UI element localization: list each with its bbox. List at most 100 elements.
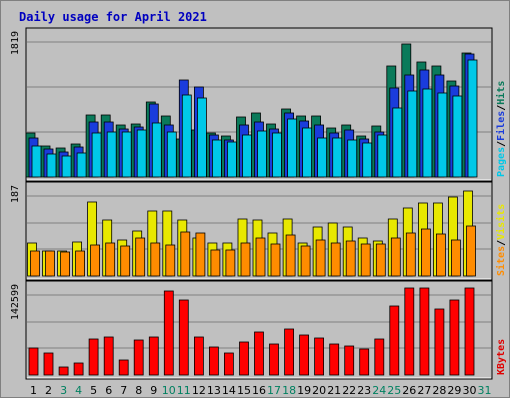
bar-hits-pages-day-2	[46, 153, 57, 178]
x-tick-label-20: 20	[312, 384, 326, 397]
legend-item: /	[496, 240, 507, 246]
x-tick-label-2: 2	[45, 384, 52, 397]
panel-hits-legend-text: Pages/Files/Hits	[495, 81, 507, 177]
bar-hits-pages-day-26	[407, 90, 418, 178]
panel-kbytes-max-label: 142599	[10, 284, 21, 320]
x-tick-label-4: 4	[75, 384, 82, 397]
bar-hits-pages-day-18	[287, 118, 298, 178]
x-tick-label-5: 5	[90, 384, 97, 397]
bar-visits-sites-day-11	[180, 231, 191, 277]
bar-kbytes-kbytes-day-21	[329, 343, 340, 376]
bar-kbytes-kbytes-day-1	[28, 347, 39, 376]
panel-kbytes: 142599 KBytes	[10, 280, 507, 380]
bar-kbytes-kbytes-day-2	[43, 352, 54, 376]
bar-kbytes-kbytes-day-30	[464, 287, 475, 376]
series-kbytes	[28, 287, 475, 376]
bar-visits-sites-day-14	[225, 249, 236, 277]
legend-item: /	[496, 105, 507, 111]
bar-hits-pages-day-7	[121, 131, 132, 178]
bar-visits-sites-day-17	[270, 243, 281, 277]
bar-hits-pages-day-20	[317, 137, 328, 178]
bar-kbytes-kbytes-day-16	[254, 331, 264, 376]
bar-hits-pages-day-16	[257, 130, 267, 178]
bar-kbytes-kbytes-day-25	[389, 305, 400, 376]
bar-kbytes-kbytes-day-13	[208, 346, 219, 376]
bar-kbytes-kbytes-day-22	[344, 345, 355, 376]
bar-hits-pages-day-8	[136, 129, 147, 178]
bar-visits-sites-day-27	[420, 228, 431, 277]
bar-visits-sites-day-23	[360, 243, 371, 277]
bar-kbytes-kbytes-day-3	[58, 366, 69, 376]
bar-hits-pages-day-24	[377, 134, 388, 178]
x-tick-label-6: 6	[105, 384, 112, 397]
legend-item: Hits	[495, 81, 507, 105]
x-tick-label-25: 25	[387, 384, 401, 397]
legend-item: Sites	[495, 246, 507, 276]
x-tick-label-24: 24	[372, 384, 386, 397]
panel-hits-max-label: 1819	[10, 31, 21, 55]
x-tick-label-19: 19	[297, 384, 311, 397]
bar-kbytes-kbytes-day-6	[103, 336, 114, 376]
bar-visits-sites-day-5	[90, 244, 100, 277]
bar-kbytes-kbytes-day-8	[133, 339, 144, 376]
bar-hits-pages-day-10	[166, 131, 177, 178]
x-tick-labels: 1 2 3 4 5 6 7 8 9 10 11 12 13 14 15 16 17 18 19 20 21 22 23 24 2…	[30, 384, 492, 397]
bar-kbytes-kbytes-day-19	[299, 334, 310, 376]
bar-hits-pages-day-21	[332, 137, 343, 178]
series-sites	[30, 225, 476, 277]
bar-visits-sites-day-18	[285, 234, 296, 277]
x-tick-label-16: 16	[252, 384, 266, 397]
bar-kbytes-kbytes-day-18	[284, 328, 295, 376]
bar-visits-sites-day-26	[405, 232, 416, 277]
x-tick-label-28: 28	[432, 384, 446, 397]
bar-kbytes-kbytes-day-23	[359, 348, 370, 376]
bar-hits-pages-day-19	[302, 127, 313, 178]
bar-hits-pages-day-9	[151, 122, 162, 178]
bar-kbytes-kbytes-day-12	[193, 336, 204, 376]
bar-hits-pages-day-30	[467, 59, 478, 178]
panel-visits-max-label: 187	[10, 185, 21, 203]
bar-visits-sites-day-9	[150, 242, 161, 277]
panel-visits-legend-text: Sites/Visits	[495, 204, 507, 276]
bar-visits-sites-day-10	[165, 244, 176, 277]
bar-hits-pages-day-15	[242, 134, 252, 178]
x-tick-label-12: 12	[192, 384, 206, 397]
x-tick-label-14: 14	[222, 384, 236, 397]
x-tick-label-10: 10	[162, 384, 176, 397]
panel-kbytes-legend-text: KBytes	[496, 339, 507, 375]
x-tick-label-15: 15	[237, 384, 251, 397]
bar-visits-sites-day-15	[240, 242, 251, 277]
legend-item: Visits	[495, 204, 507, 240]
bar-kbytes-kbytes-day-5	[88, 338, 99, 376]
x-tick-label-8: 8	[135, 384, 142, 397]
x-tick-label-26: 26	[402, 384, 416, 397]
panel-hits: 1819 Pages/Files/Hits	[10, 27, 507, 182]
bar-visits-sites-day-24	[375, 243, 386, 277]
bar-visits-sites-day-16	[255, 237, 266, 277]
x-tick-label-18: 18	[282, 384, 296, 397]
bar-visits-sites-day-1	[30, 250, 40, 277]
bar-visits-sites-day-4	[75, 250, 85, 277]
bar-visits-sites-day-20	[315, 239, 326, 277]
bar-visits-sites-day-30	[466, 225, 476, 277]
x-tick-label-27: 27	[417, 384, 431, 397]
bar-hits-pages-day-3	[61, 155, 72, 178]
bar-hits-pages-day-12	[196, 97, 207, 178]
bar-kbytes-kbytes-day-4	[73, 362, 84, 376]
x-tick-label-17: 17	[267, 384, 281, 397]
x-tick-label-13: 13	[207, 384, 221, 397]
bar-kbytes-kbytes-day-15	[239, 341, 249, 376]
x-tick-label-23: 23	[357, 384, 371, 397]
bar-kbytes-kbytes-day-17	[269, 343, 279, 376]
bar-visits-sites-day-25	[390, 237, 401, 277]
bar-kbytes-kbytes-day-29	[449, 299, 460, 376]
bar-visits-sites-day-28	[435, 233, 446, 277]
bar-hits-pages-day-13	[211, 139, 222, 178]
bar-kbytes-kbytes-day-7	[118, 359, 129, 376]
bar-visits-sites-day-8	[135, 237, 146, 277]
x-tick-label-11: 11	[177, 384, 191, 397]
bar-hits-pages-day-29	[452, 95, 463, 178]
bar-kbytes-kbytes-day-24	[374, 338, 385, 376]
bar-visits-sites-day-7	[120, 245, 131, 277]
